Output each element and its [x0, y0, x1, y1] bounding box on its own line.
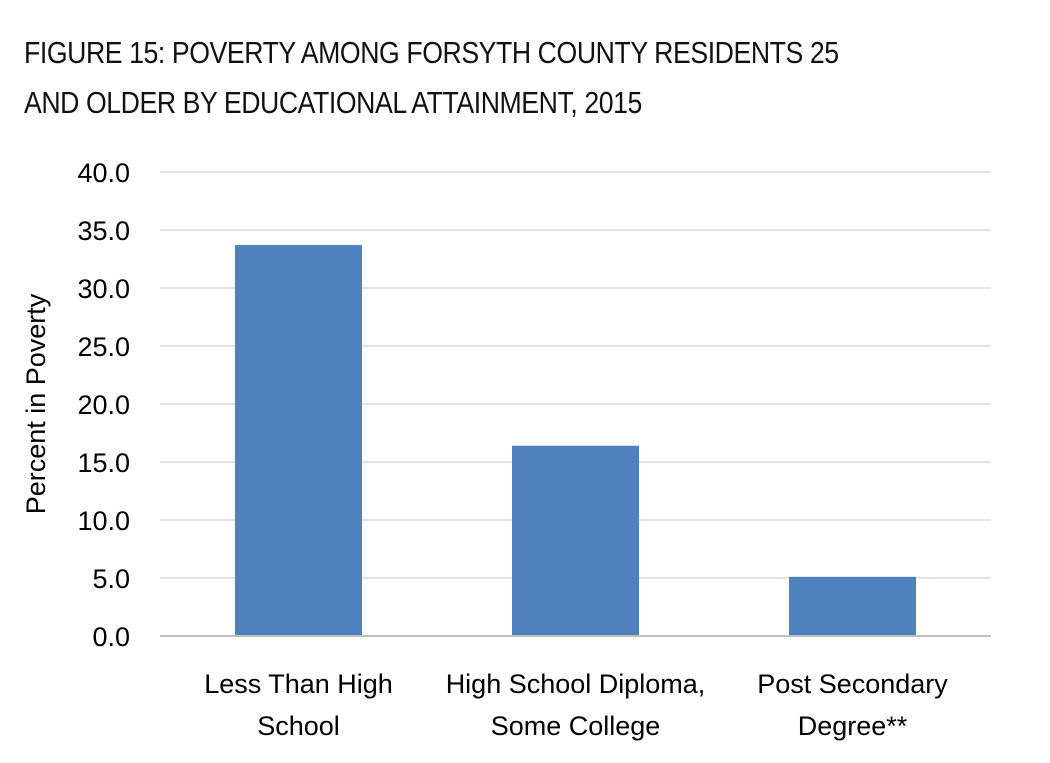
category-label: Post Secondary [757, 669, 948, 699]
y-tick-label: 0.0 [92, 622, 130, 652]
bars [235, 245, 916, 636]
category-label: School [257, 711, 340, 741]
y-axis-label: Percent in Poverty [21, 293, 51, 514]
y-tick-label: 15.0 [77, 448, 130, 478]
category-label: Some College [491, 711, 661, 741]
bar [235, 245, 362, 636]
category-label: Degree** [798, 711, 908, 741]
category-labels: Less Than High School High School Diploma,… [204, 669, 948, 741]
bar [512, 445, 639, 636]
category-label: High School Diploma, [446, 669, 706, 699]
y-tick-label: 10.0 [77, 506, 130, 536]
y-tick-label: 20.0 [77, 390, 130, 420]
chart-title-line-2: AND OLDER BY EDUCATIONAL ATTAINMENT, 201… [24, 85, 642, 120]
y-tick-label: 25.0 [77, 332, 130, 362]
y-tick-label: 35.0 [77, 216, 130, 246]
chart-title: FIGURE 15: POVERTY AMONG FORSYTH COUNTY … [24, 28, 884, 128]
chart-title-line-1: FIGURE 15: POVERTY AMONG FORSYTH COUNTY … [24, 35, 839, 70]
category-label: Less Than High [204, 669, 393, 699]
bar [789, 576, 916, 636]
y-tick-label: 5.0 [92, 564, 130, 594]
y-axis-ticks: 0.0 5.0 10.0 15.0 20.0 25.0 30.0 35.0 40.0 [77, 158, 130, 652]
y-tick-label: 40.0 [77, 158, 130, 188]
y-tick-label: 30.0 [77, 274, 130, 304]
